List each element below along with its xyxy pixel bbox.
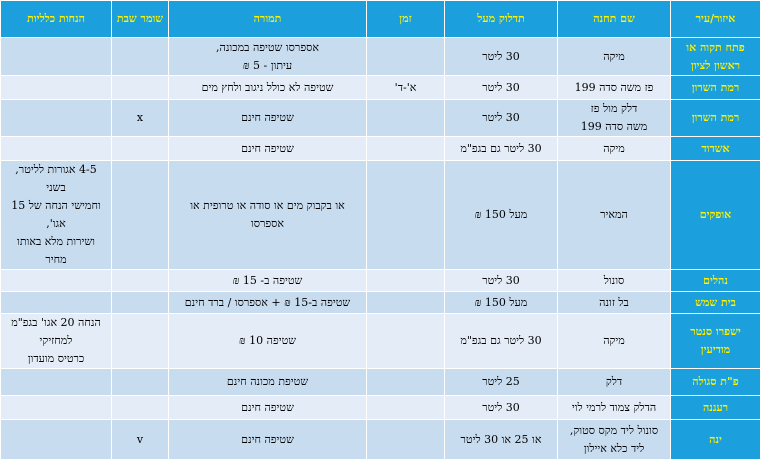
cell-city: פתח תקוה או ראשון לציון [671, 38, 760, 76]
cell-time [367, 314, 445, 369]
cell-shabbat [112, 314, 169, 369]
cell-discount [1, 137, 112, 161]
cell-shabbat [112, 38, 169, 76]
cell-discount [1, 270, 112, 292]
cell-discount [1, 369, 112, 396]
cell-discount [1, 292, 112, 314]
cell-city: נהלים [671, 270, 760, 292]
cell-time [367, 100, 445, 137]
header-reward: תמורה [169, 1, 367, 38]
cell-discount [1, 420, 112, 460]
cell-fuel: 30 ליטר [445, 100, 558, 137]
cell-reward: אספרסו שטיפה במכונה, עיתון - 5 ₪ [169, 38, 367, 76]
cell-reward: שטיפה לא כולל ניגוב ולחץ מים [169, 76, 367, 100]
cell-station: סונול ליד מקס סטוק, ליד כלא איילון [558, 420, 671, 460]
header-discount: הנחות כלליות [1, 1, 112, 38]
cell-station: פז משה סדה 199 [558, 76, 671, 100]
cell-discount: 4-5 אגורות לליטר, בשני וחמישי הנחה של 15… [1, 161, 112, 270]
cell-station: סונול [558, 270, 671, 292]
cell-reward: שטיפה ב-15 ₪ + אספרסו / ברד חינם [169, 292, 367, 314]
cell-fuel: 30 ליטר גם בגפ"מ [445, 314, 558, 369]
cell-reward: שטיפה 10 ₪ [169, 314, 367, 369]
cell-discount [1, 38, 112, 76]
cell-shabbat: v [112, 420, 169, 460]
cell-fuel: 25 ליטר [445, 369, 558, 396]
cell-city: ינה [671, 420, 760, 460]
cell-city: בית שמש [671, 292, 760, 314]
cell-shabbat [112, 137, 169, 161]
cell-shabbat [112, 270, 169, 292]
cell-reward: שטיפה חינם [169, 100, 367, 137]
cell-city: אשדוד [671, 137, 760, 161]
cell-city: רמת השרון [671, 76, 760, 100]
cell-fuel: 30 ליטר [445, 270, 558, 292]
cell-time [367, 270, 445, 292]
cell-time [367, 137, 445, 161]
cell-shabbat [112, 161, 169, 270]
cell-time [367, 38, 445, 76]
cell-station: המאיר [558, 161, 671, 270]
header-station: שם תחנה [558, 1, 671, 38]
cell-station: דלק [558, 369, 671, 396]
cell-station: בל זונה [558, 292, 671, 314]
cell-discount [1, 76, 112, 100]
cell-fuel: מעל 150 ₪ [445, 161, 558, 270]
cell-time [367, 420, 445, 460]
cell-city: אופקים [671, 161, 760, 270]
header-shabbat: שומר שבת [112, 1, 169, 38]
cell-city: ישפרו סנטר מודיעין [671, 314, 760, 369]
cell-time [367, 161, 445, 270]
cell-shabbat [112, 76, 169, 100]
header-city: איזור/עיר [671, 1, 760, 38]
cell-discount [1, 100, 112, 137]
cell-station: דלק מול פז משה סדה 199 [558, 100, 671, 137]
cell-fuel: 30 ליטר [445, 76, 558, 100]
cell-fuel: או 25 או 30 ליטר [445, 420, 558, 460]
cell-fuel: 30 ליטר גם בגפ"מ [445, 137, 558, 161]
cell-city: פ"ת סגולה [671, 369, 760, 396]
cell-reward: שטיפה חינם [169, 137, 367, 161]
cell-shabbat [112, 292, 169, 314]
cell-station: מיקה [558, 314, 671, 369]
cell-city: רמת השרון [671, 100, 760, 137]
cell-reward: שטיפת מכונה חינם [169, 369, 367, 396]
cell-time: א'-ד' [367, 76, 445, 100]
cell-shabbat: x [112, 100, 169, 137]
cell-fuel: מעל 150 ₪ [445, 292, 558, 314]
header-time: זמן [367, 1, 445, 38]
header-row: איזור/עיר שם תחנה תדלוק מעל זמן תמורה שו… [1, 1, 760, 38]
cell-reward: שטיפה חינם [169, 420, 367, 460]
cell-fuel: 30 ליטר [445, 38, 558, 76]
cell-station: מיקה [558, 137, 671, 161]
cell-station: מיקה [558, 38, 671, 76]
header-fuel: תדלוק מעל [445, 1, 558, 38]
cell-reward: שטיפה ב- 15 ₪ [169, 270, 367, 292]
cell-time [367, 369, 445, 396]
cell-reward: או בקבוק מים או סודה או טרופית או אספרסו [169, 161, 367, 270]
cell-shabbat [112, 369, 169, 396]
cell-time [367, 292, 445, 314]
cell-discount: הנחה 20 אגו' בגפ"מ למחזיקי כרטיס מועדון [1, 314, 112, 369]
